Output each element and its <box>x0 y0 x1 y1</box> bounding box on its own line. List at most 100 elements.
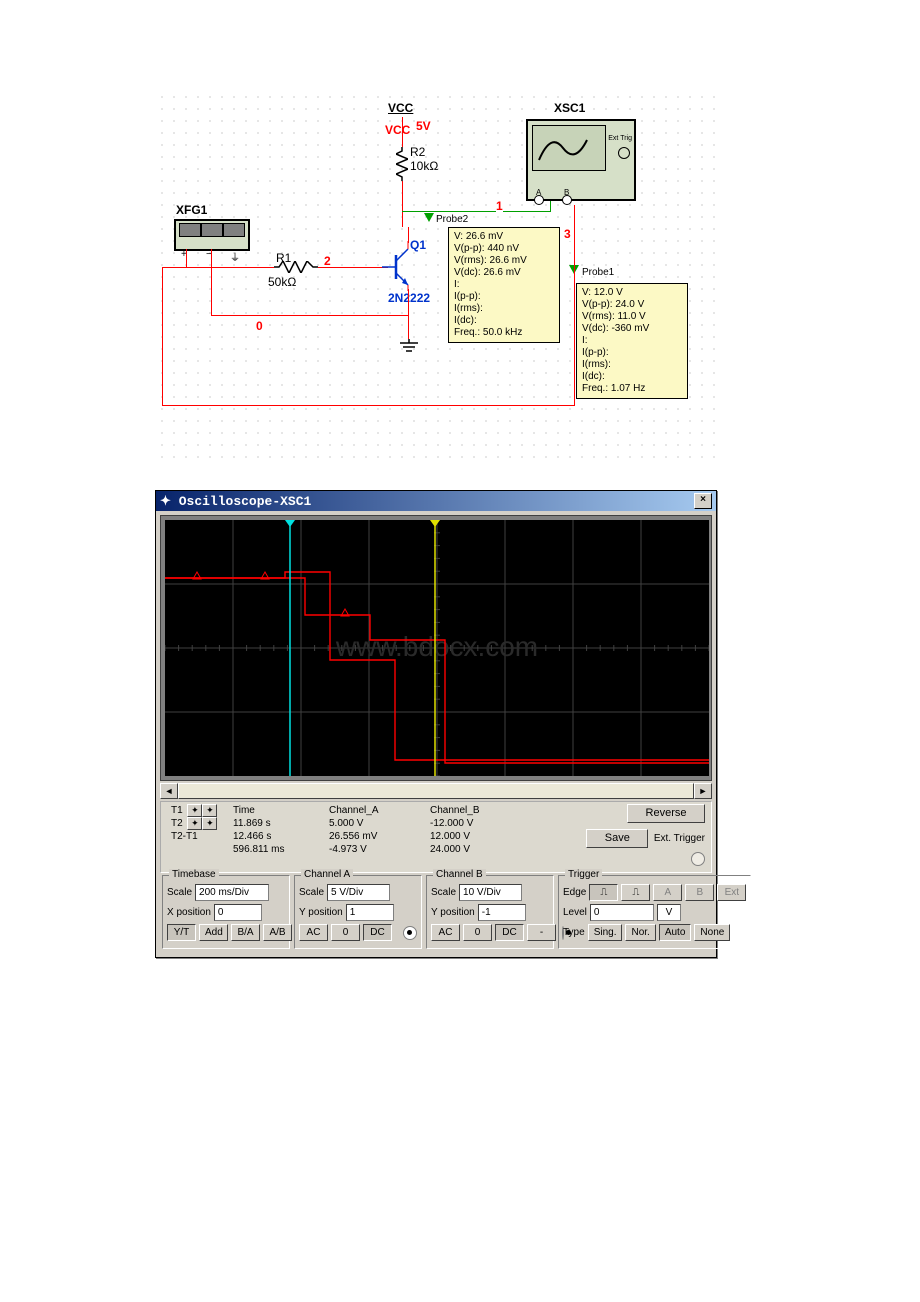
timebase-xpos-field[interactable]: 0 <box>214 904 262 921</box>
trigger-type-label: Type <box>563 927 585 938</box>
net-1: 1 <box>496 199 503 213</box>
cha-dc-button[interactable]: DC <box>363 924 392 941</box>
reverse-button[interactable]: Reverse <box>627 804 705 823</box>
probe1-row: V(p-p): 24.0 V <box>582 299 682 311</box>
vcc-label: VCC <box>388 101 413 115</box>
chb-ypos-label: Y position <box>431 907 475 918</box>
xfg1-instrument[interactable] <box>174 219 250 251</box>
chb-scale-field[interactable]: 10 V/Div <box>459 884 522 901</box>
trigger-falling[interactable]: ⎍ <box>621 884 650 901</box>
trigger-src-ext[interactable]: Ext <box>717 884 746 901</box>
probe1-row: V(dc): -360 mV <box>582 323 682 335</box>
close-button[interactable]: × <box>694 493 712 509</box>
dt-label: T2-T1 <box>171 830 217 843</box>
probe2-tooltip: V: 26.6 mV V(p-p): 440 nV V(rms): 26.6 m… <box>448 227 560 343</box>
ext-trigger-led <box>691 852 705 866</box>
trigger-sing-button[interactable]: Sing. <box>588 924 623 941</box>
r2-value: 10kΩ <box>410 159 438 173</box>
trigger-level-field[interactable]: 0 <box>590 904 654 921</box>
chb-invert-button[interactable]: - <box>527 924 556 941</box>
chb-scale-label: Scale <box>431 887 456 898</box>
measurement-readout: T1 ✦✦ T2 ✦✦ T2-T1 Time 11.869 s 12.466 s… <box>160 801 712 873</box>
probe2-row: V: 26.6 mV <box>454 231 554 243</box>
scroll-right[interactable]: ► <box>694 783 712 799</box>
wire <box>186 267 274 268</box>
r2-name: R2 <box>410 145 425 159</box>
t1-time: 11.869 s <box>233 817 313 830</box>
probe2-row: V(p-p): 440 nV <box>454 243 554 255</box>
cha-legend: Channel A <box>301 869 353 880</box>
t1-right[interactable]: ✦ <box>202 804 217 817</box>
r1-value: 50kΩ <box>268 275 296 289</box>
timebase-scale-label: Scale <box>167 887 192 898</box>
scope-screen[interactable]: www.bdocx.com <box>165 520 709 776</box>
cha-zero-button[interactable]: 0 <box>331 924 360 941</box>
xsc1-pin-b <box>562 195 572 205</box>
xsc1-label: XSC1 <box>554 101 585 115</box>
probe1-tooltip: V: 12.0 V V(p-p): 24.0 V V(rms): 11.0 V … <box>576 283 688 399</box>
chb-dc-button[interactable]: DC <box>495 924 524 941</box>
trigger-src-a[interactable]: A <box>653 884 682 901</box>
chb-header: Channel_B <box>430 804 515 817</box>
probe1-row: I(rms): <box>582 359 682 371</box>
t2-left[interactable]: ✦ <box>187 817 202 830</box>
wire <box>408 227 409 243</box>
probe2-arrow <box>424 213 434 222</box>
scroll-track[interactable] <box>178 783 694 799</box>
trigger-src-b[interactable]: B <box>685 884 714 901</box>
cha-ac-button[interactable]: AC <box>299 924 328 941</box>
save-button[interactable]: Save <box>586 829 648 848</box>
t2-chb: 12.000 V <box>430 830 515 843</box>
timebase-ba-button[interactable]: B/A <box>231 924 260 941</box>
chb-ac-button[interactable]: AC <box>431 924 460 941</box>
trigger-group: Trigger Edge ⎍ ⎍ A B Ext Level 0 V <box>558 875 751 949</box>
time-header: Time <box>233 804 313 817</box>
trigger-nor-button[interactable]: Nor. <box>625 924 655 941</box>
wire-net3 <box>162 267 186 268</box>
probe1-row: I(p-p): <box>582 347 682 359</box>
time-scrollbar[interactable]: ◄ ► <box>160 783 712 799</box>
timebase-ab-button[interactable]: A/B <box>263 924 292 941</box>
resistor-r2 <box>396 147 408 181</box>
timebase-group: Timebase Scale 200 ms/Div X position 0 Y… <box>162 875 290 949</box>
t2-right[interactable]: ✦ <box>202 817 217 830</box>
probe2-row: I(rms): <box>454 303 554 315</box>
timebase-scale-field[interactable]: 200 ms/Div <box>195 884 269 901</box>
probe1-row: V: 12.0 V <box>582 287 682 299</box>
wire <box>211 249 212 315</box>
trigger-none-button[interactable]: None <box>694 924 730 941</box>
oscilloscope-titlebar[interactable]: ✦ Oscilloscope-XSC1 × <box>156 491 716 511</box>
t1-chb: -12.000 V <box>430 817 515 830</box>
trigger-legend: Trigger <box>565 869 602 880</box>
wire-net3 <box>162 405 575 406</box>
dt-cha: -4.973 V <box>329 843 414 856</box>
wire-net3 <box>574 205 575 265</box>
timebase-add-button[interactable]: Add <box>199 924 228 941</box>
timebase-yt-button[interactable]: Y/T <box>167 924 196 941</box>
cha-scale-label: Scale <box>299 887 324 898</box>
probe2-row: V(rms): 26.6 mV <box>454 255 554 267</box>
probe2-row: I(dc): <box>454 315 554 327</box>
cha-ypos-field[interactable]: 1 <box>346 904 394 921</box>
xsc1-instrument[interactable]: Ext Trig A B <box>526 119 636 201</box>
trigger-level-unit[interactable]: V <box>657 904 681 921</box>
cha-scale-field[interactable]: 5 V/Div <box>327 884 390 901</box>
wire <box>186 249 187 267</box>
vcc-voltage: 5V <box>416 119 431 133</box>
schematic-canvas: VCC 5V VCC R2 10kΩ 1 Probe2 XFG1 + − ⏚ R… <box>155 90 717 462</box>
wire <box>318 267 388 268</box>
wire-net3 <box>574 265 575 405</box>
channel-b-group: Channel B Scale 10 V/Div Y position -1 A… <box>426 875 554 949</box>
trigger-level-label: Level <box>563 907 587 918</box>
chb-ypos-field[interactable]: -1 <box>478 904 526 921</box>
chb-legend: Channel B <box>433 869 486 880</box>
scroll-left[interactable]: ◄ <box>160 783 178 799</box>
net-0: 0 <box>256 319 263 333</box>
wire-net3 <box>162 267 163 406</box>
chb-zero-button[interactable]: 0 <box>463 924 492 941</box>
trigger-auto-button[interactable]: Auto <box>659 924 692 941</box>
trigger-rising[interactable]: ⎍ <box>589 884 618 901</box>
t1-left[interactable]: ✦ <box>187 804 202 817</box>
t1-label: T1 <box>171 805 183 816</box>
cha-enable-radio[interactable] <box>403 926 417 940</box>
